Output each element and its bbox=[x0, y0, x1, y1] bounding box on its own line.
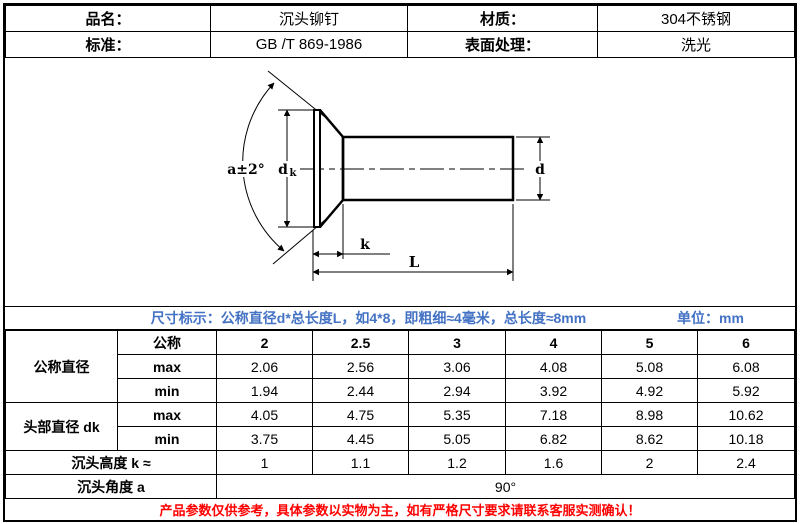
d-label-backing bbox=[533, 161, 548, 177]
table-cell: 6.08 bbox=[697, 354, 795, 379]
k-label: k bbox=[360, 237, 370, 253]
standard-value: GB /T 869-1986 bbox=[210, 31, 408, 58]
material-value: 304不锈钢 bbox=[597, 5, 795, 32]
table-row-nominal-max: max 2.06 2.56 3.06 4.08 5.08 6.08 bbox=[6, 354, 795, 379]
disclaimer-note: 产品参数仅供参考，具体参数以实物为主，如有严格尺寸要求请联系客服实测确认！ bbox=[159, 503, 641, 518]
table-cell: 4.45 bbox=[312, 426, 409, 451]
rivet-shank bbox=[341, 135, 515, 202]
table-cell: 2.06 bbox=[216, 354, 313, 379]
table-cell: 2.4 bbox=[697, 450, 795, 475]
table-cell: 3.75 bbox=[216, 426, 313, 451]
unit-label: 单位：mm bbox=[677, 310, 744, 326]
table-cell: 1 bbox=[216, 450, 313, 475]
min-row-label: min bbox=[117, 426, 217, 451]
max-row-label: max bbox=[117, 402, 217, 427]
angle-value-cell: 90° bbox=[216, 474, 795, 499]
table-cell: 1.6 bbox=[505, 450, 602, 475]
max-row-label: max bbox=[117, 354, 217, 379]
surface-label: 表面处理： bbox=[407, 31, 598, 58]
size-col-header: 6 bbox=[697, 330, 795, 355]
table-cell: 4.75 bbox=[312, 402, 409, 427]
table-cell: 8.62 bbox=[601, 426, 698, 451]
table-cell: 6.82 bbox=[505, 426, 602, 451]
rivet-drawing-svg: a±2° d k d k L bbox=[226, 70, 550, 281]
table-cell: 1.94 bbox=[216, 378, 313, 403]
header-row-1: 品名： 沉头铆钉 材质： 304不锈钢 bbox=[5, 5, 795, 32]
size-col-header: 4 bbox=[505, 330, 602, 355]
table-cell: 10.18 bbox=[697, 426, 795, 451]
table-cell: 3.92 bbox=[505, 378, 602, 403]
table-cell: 5.92 bbox=[697, 378, 795, 403]
table-cell: 4.08 bbox=[505, 354, 602, 379]
table-row-head-height: 沉头高度 k ≈ 1 1.1 1.2 1.6 2 2.4 bbox=[5, 450, 795, 475]
nominal-row-label: 公称 bbox=[117, 330, 217, 355]
material-label: 材质： bbox=[407, 5, 598, 32]
group-head-height: 沉头高度 k ≈ bbox=[5, 450, 217, 475]
technical-drawing: a±2° d k d k L bbox=[5, 58, 795, 307]
rivet-head-face bbox=[313, 109, 321, 228]
table-cell: 10.62 bbox=[697, 402, 795, 427]
table-cell: 2 bbox=[601, 450, 698, 475]
group-nominal-diameter: 公称直径 bbox=[5, 330, 118, 403]
table-cell: 5.35 bbox=[408, 402, 506, 427]
size-col-header: 3 bbox=[408, 330, 506, 355]
size-notation-row: 尺寸标示：公称直径d*总长度L，如4*8，即粗细≈4毫米，总长度≈8mm 单位：… bbox=[5, 307, 795, 330]
table-cell: 4.92 bbox=[601, 378, 698, 403]
table-row-head-min: min 3.75 4.45 5.05 6.82 8.62 10.18 bbox=[6, 426, 795, 451]
table-cell: 4.05 bbox=[216, 402, 313, 427]
header-info-table: 品名： 沉头铆钉 材质： 304不锈钢 标准： GB /T 869-1986 表… bbox=[5, 5, 795, 58]
header-row-2: 标准： GB /T 869-1986 表面处理： 洗光 bbox=[5, 31, 795, 58]
standard-label: 标准： bbox=[5, 31, 211, 58]
dk-label-subscript: k bbox=[290, 168, 298, 179]
dk-label: d bbox=[278, 162, 288, 178]
group-head-angle: 沉头角度 a bbox=[5, 474, 217, 499]
table-cell: 5.05 bbox=[408, 426, 506, 451]
size-col-header: 2.5 bbox=[312, 330, 409, 355]
group-head-diameter: 头部直径 dk bbox=[5, 402, 118, 451]
table-cell: 3.06 bbox=[408, 354, 506, 379]
table-cell: 7.18 bbox=[505, 402, 602, 427]
table-row-head-max: 头部直径 dk max 4.05 4.75 5.35 7.18 8.98 10.… bbox=[5, 402, 795, 451]
dimension-table: 公称直径 公称 2 2.5 3 4 5 6 max 2.06 2.56 3.06… bbox=[5, 330, 795, 499]
d-label: d bbox=[535, 162, 545, 178]
surface-value: 洗光 bbox=[597, 31, 795, 58]
dk-label-backing bbox=[275, 161, 300, 177]
table-cell: 5.08 bbox=[601, 354, 698, 379]
size-notation-text: 尺寸标示：公称直径d*总长度L，如4*8，即粗细≈4毫米，总长度≈8mm bbox=[150, 310, 587, 326]
size-col-header: 5 bbox=[601, 330, 698, 355]
table-row-nominal-min: min 1.94 2.44 2.94 3.92 4.92 5.92 bbox=[6, 378, 795, 403]
table-row-sizes: 公称直径 公称 2 2.5 3 4 5 6 bbox=[5, 330, 795, 403]
table-cell: 2.94 bbox=[408, 378, 506, 403]
angle-label: a±2° bbox=[227, 162, 265, 178]
spec-sheet: 品名： 沉头铆钉 材质： 304不锈钢 标准： GB /T 869-1986 表… bbox=[3, 3, 797, 522]
table-cell: 1.1 bbox=[312, 450, 409, 475]
product-name-value: 沉头铆钉 bbox=[210, 5, 408, 32]
size-col-header: 2 bbox=[216, 330, 313, 355]
table-row-head-angle: 沉头角度 a 90° bbox=[5, 474, 795, 499]
l-label: L bbox=[409, 253, 420, 271]
table-cell: 2.44 bbox=[312, 378, 409, 403]
product-name-label: 品名： bbox=[5, 5, 211, 32]
table-cell: 2.56 bbox=[312, 354, 409, 379]
table-cell: 1.2 bbox=[408, 450, 506, 475]
table-cell: 8.98 bbox=[601, 402, 698, 427]
angle-label-backing bbox=[226, 161, 267, 177]
min-row-label: min bbox=[117, 378, 217, 403]
